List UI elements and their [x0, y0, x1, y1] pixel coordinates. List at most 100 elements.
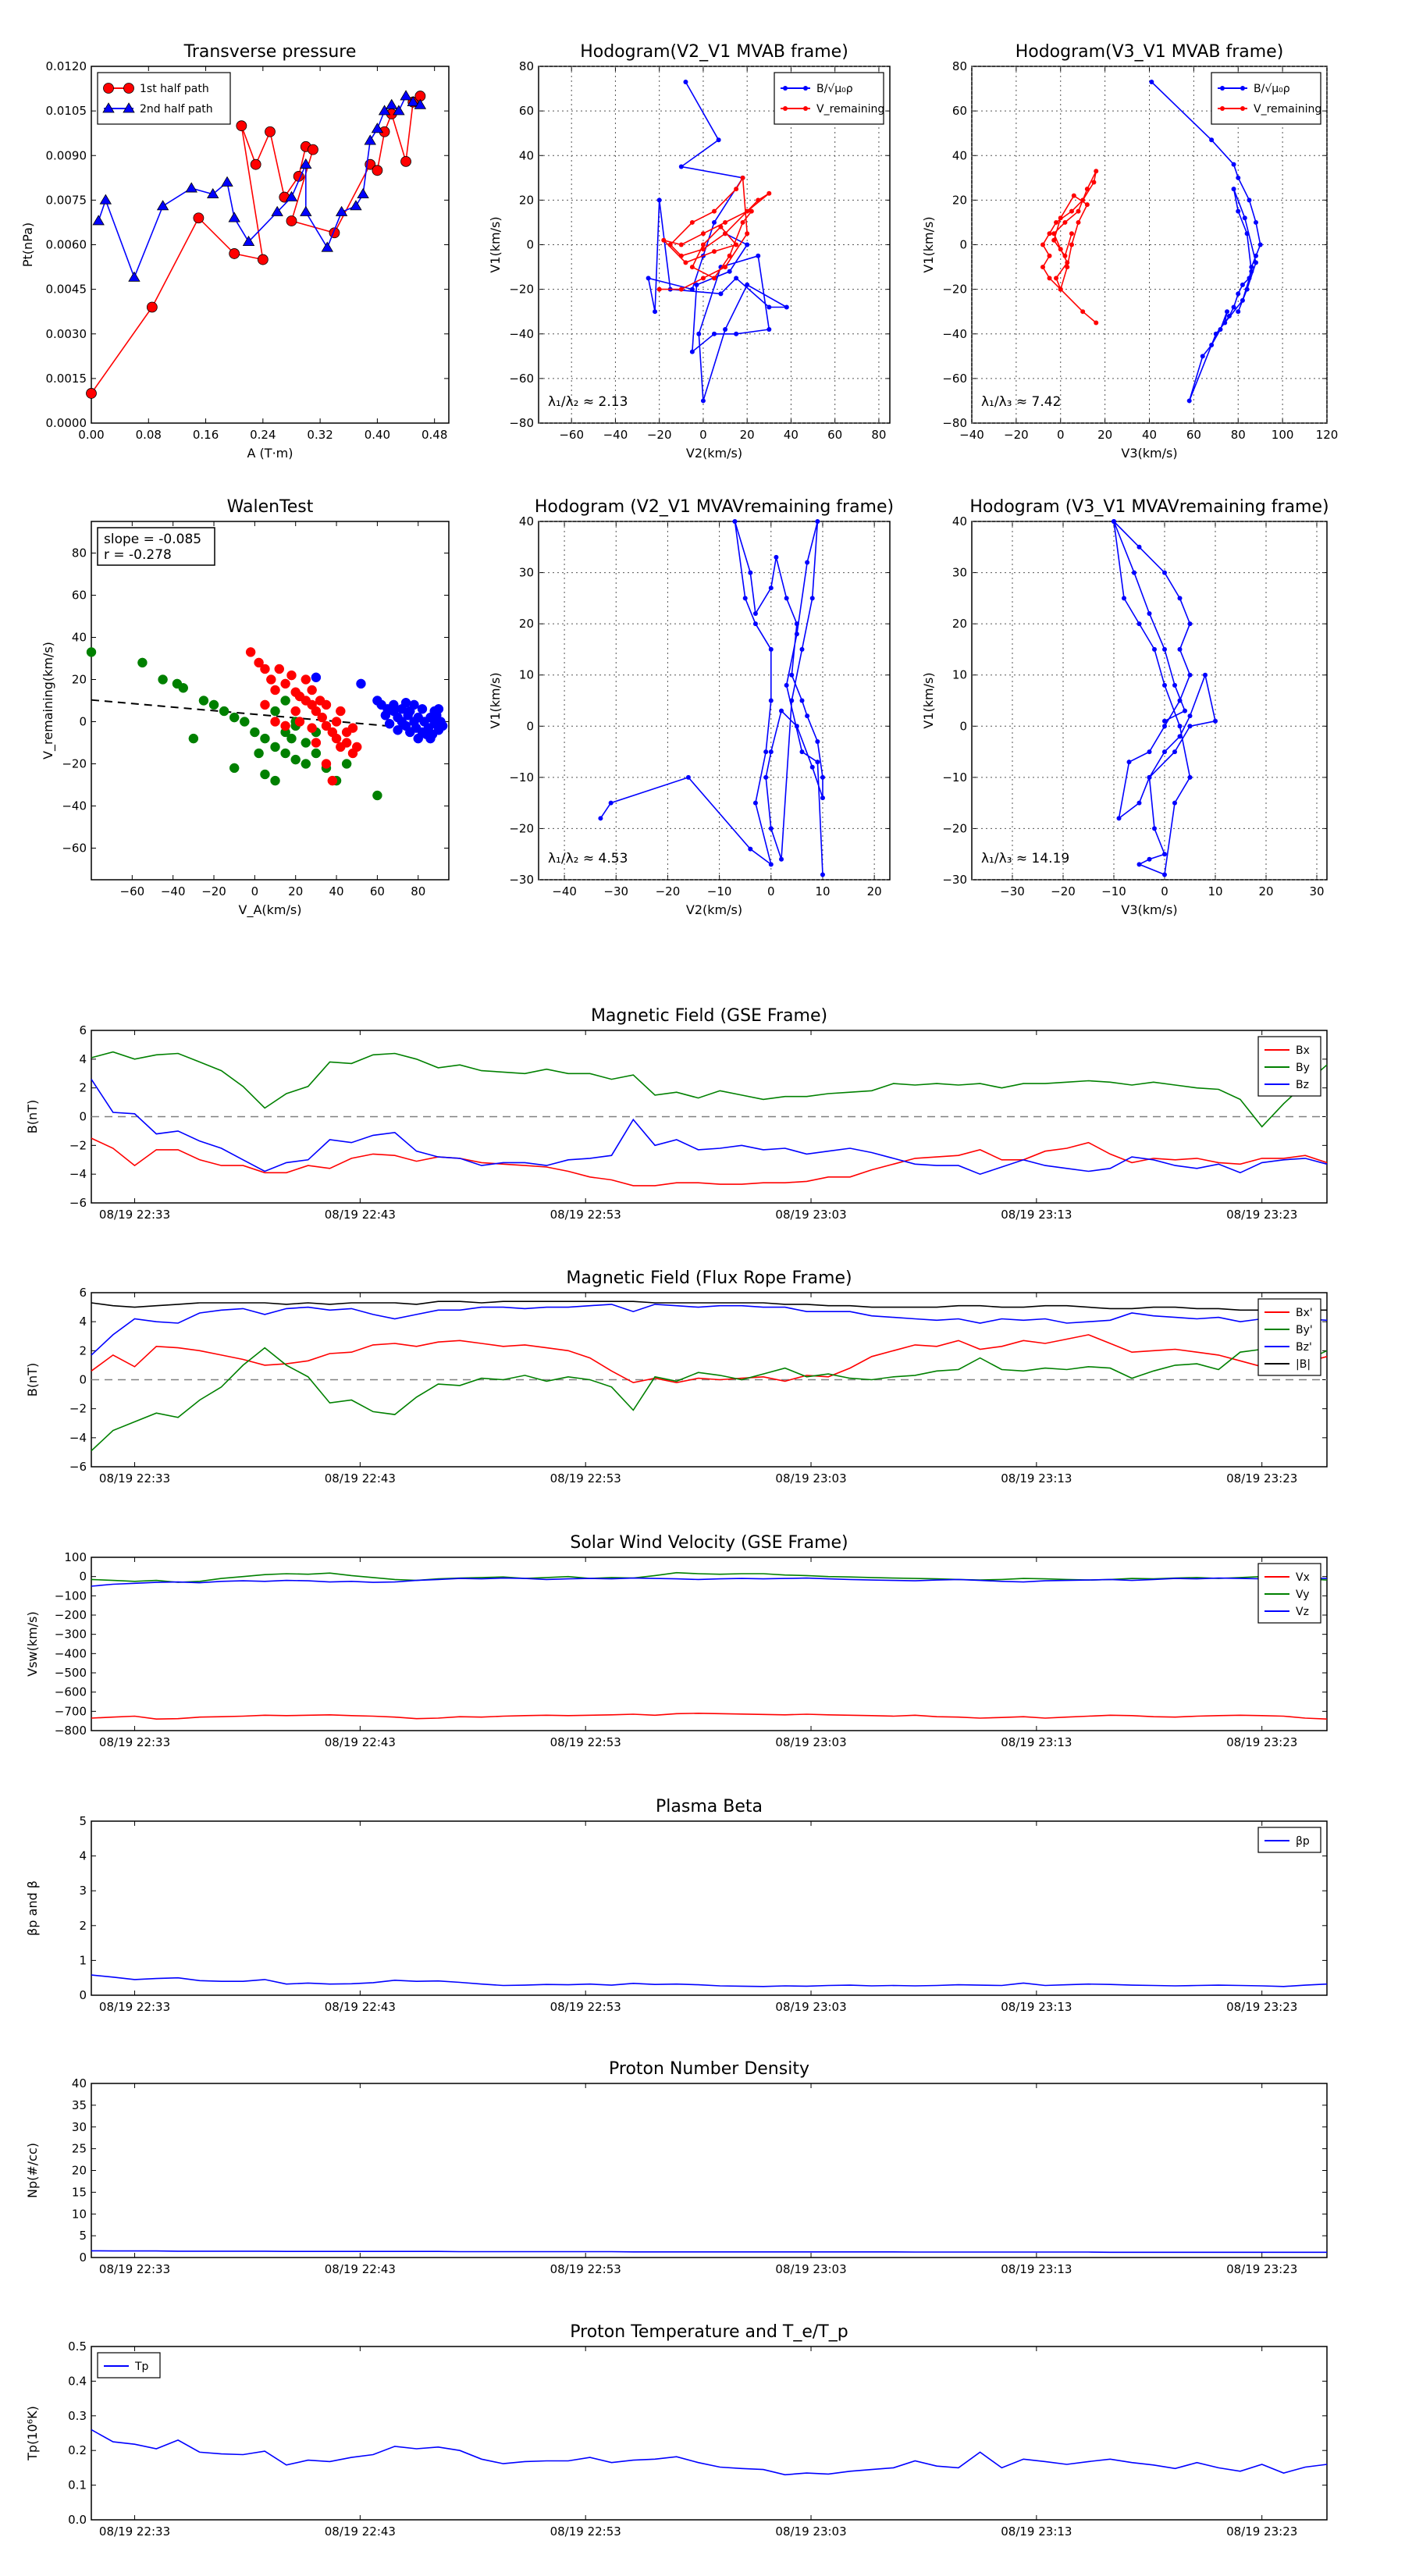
data-point	[308, 144, 318, 155]
data-point	[1162, 682, 1167, 688]
data-point	[1069, 242, 1074, 247]
data-point	[207, 187, 219, 199]
legend-marker	[783, 106, 788, 111]
y-axis-label: B(nT)	[25, 1363, 40, 1397]
data-point	[1177, 724, 1183, 729]
y-tick-label: 1	[79, 1953, 87, 1967]
data-point	[331, 717, 342, 727]
x-tick-label: 08/19 22:53	[550, 2000, 621, 2014]
data-point	[327, 775, 338, 786]
data-point	[723, 231, 728, 237]
y-tick-label: 0	[79, 715, 87, 729]
x-tick-label: 08/19 22:33	[99, 1208, 170, 1222]
chart-title: Proton Temperature and T_e/T_p	[570, 2322, 848, 2342]
legend-label: Vz	[1296, 1606, 1309, 1618]
x-tick-label: 08/19 22:33	[99, 2524, 170, 2539]
data-point	[745, 242, 750, 247]
x-axis-label: V3(km/s)	[1121, 446, 1177, 461]
data-point	[1240, 282, 1245, 287]
x-tick-label: 08/19 23:23	[1226, 2000, 1297, 2014]
x-axis-label: V2(km/s)	[686, 446, 742, 461]
x-tick-label: 08/19 23:23	[1226, 1735, 1297, 1749]
series-line	[1042, 170, 1097, 324]
y-tick-label: 40	[519, 514, 534, 528]
data-point	[317, 712, 327, 723]
data-point	[752, 621, 758, 627]
x-tick-label: −20	[647, 428, 672, 442]
y-tick-label: 0.0045	[46, 283, 87, 297]
data-point	[274, 664, 285, 674]
data-point	[1231, 187, 1236, 192]
data-point	[229, 763, 240, 774]
x-tick-label: −40	[552, 884, 577, 898]
data-point	[748, 570, 753, 575]
data-point	[1147, 856, 1152, 862]
data-point	[1213, 331, 1218, 336]
data-point	[188, 733, 199, 744]
data-point	[193, 212, 205, 224]
y-tick-label: −60	[509, 372, 534, 386]
data-point	[1172, 800, 1177, 806]
series-line	[91, 1712, 1328, 1720]
x-tick-label: 0	[251, 884, 259, 898]
data-point	[1177, 646, 1183, 652]
data-point	[1187, 672, 1193, 678]
legend-marker	[1220, 106, 1225, 111]
y-tick-label: 80	[952, 59, 967, 73]
y-tick-label: −400	[55, 1646, 87, 1660]
data-point	[350, 200, 362, 211]
data-point	[1084, 187, 1090, 192]
y-tick-label: −4	[69, 1431, 87, 1445]
x-axis-label: A (T·m)	[247, 446, 293, 461]
data-point	[820, 774, 825, 780]
data-point	[1226, 313, 1232, 318]
data-point	[718, 291, 724, 297]
plot-frame	[91, 1820, 1328, 1996]
y-tick-label: −20	[509, 821, 534, 835]
legend-marker	[102, 102, 115, 113]
data-point	[756, 253, 761, 258]
x-tick-label: 0.16	[193, 428, 219, 442]
data-point	[393, 725, 403, 735]
x-tick-label: 08/19 23:13	[1001, 2262, 1072, 2276]
x-tick-label: 0.48	[422, 428, 447, 442]
x-tick-label: 10	[1208, 884, 1222, 898]
y-tick-label: 20	[72, 673, 87, 687]
data-point	[280, 720, 290, 731]
data-point	[1084, 202, 1090, 208]
data-point	[712, 276, 717, 281]
y-tick-label: 20	[519, 617, 534, 631]
data-point	[732, 519, 738, 524]
data-point	[784, 596, 789, 601]
data-point	[1186, 398, 1192, 404]
y-tick-label: 4	[79, 1052, 87, 1066]
data-point	[307, 685, 317, 696]
x-tick-label: 08/19 22:33	[99, 1735, 170, 1749]
y-axis-label: V1(km/s)	[488, 672, 503, 728]
y-tick-label: 0.0060	[46, 238, 87, 252]
x-tick-label: 0.32	[307, 428, 333, 442]
data-point	[280, 678, 290, 689]
data-point	[1147, 749, 1152, 755]
data-point	[1236, 175, 1241, 180]
y-tick-label: 10	[952, 668, 967, 682]
panel-7: −6 −4 −2 0 2 4 6 08/19 22:33 08/19 22:43 08/19 22…	[25, 1268, 1328, 1485]
plot-frame	[91, 2083, 1328, 2258]
y-tick-label: −40	[942, 327, 967, 341]
y-axis-label: Np(#/cc)	[25, 2143, 40, 2198]
data-point	[1162, 872, 1167, 877]
y-tick-label: 0.0105	[46, 104, 87, 118]
data-point	[321, 720, 332, 731]
annotation-text: r = -0.278	[104, 547, 172, 563]
data-point	[799, 749, 805, 755]
y-tick-label: 20	[519, 193, 534, 207]
y-tick-label: 6	[79, 1023, 87, 1037]
x-tick-label: 08/19 23:03	[775, 1208, 846, 1222]
data-point	[1058, 247, 1063, 252]
y-tick-label: −40	[62, 799, 87, 813]
x-tick-label: 80	[411, 884, 425, 898]
data-point	[700, 242, 706, 247]
x-tick-label: 08/19 23:23	[1226, 2262, 1297, 2276]
series-line	[91, 2428, 1328, 2476]
